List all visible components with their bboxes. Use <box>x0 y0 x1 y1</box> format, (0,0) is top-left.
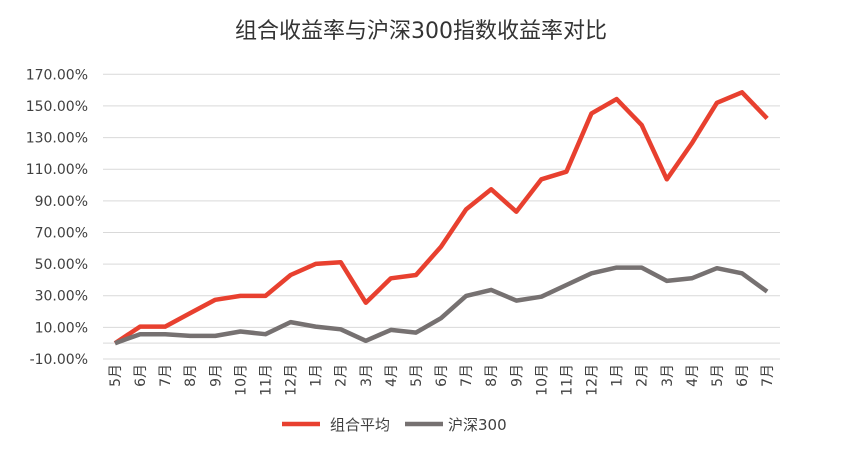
series-line-1 <box>114 265 769 346</box>
x-tick-label: 11月 <box>559 364 575 396</box>
y-tick-label: 110.00% <box>26 162 88 178</box>
y-axis: -10.00% 10.00% 30.00% 50.00% 70.00% 90.00% 110… <box>26 67 88 368</box>
x-tick-label: 4月 <box>685 364 701 387</box>
y-tick-label: 150.00% <box>26 99 88 115</box>
x-tick-label: 8月 <box>183 364 199 387</box>
x-tick-label: 12月 <box>585 364 601 396</box>
y-tick-label: 50.00% <box>35 257 88 273</box>
x-tick-label: 8月 <box>484 364 500 387</box>
x-tick-label: 5月 <box>108 364 124 387</box>
y-tick-label: 10.00% <box>35 320 88 336</box>
x-tick-label: 2月 <box>334 364 350 387</box>
x-tick-label: 7月 <box>760 364 776 387</box>
x-tick-label: 3月 <box>660 364 676 387</box>
legend-label: 组合平均 <box>330 416 390 434</box>
x-tick-label: 10月 <box>534 364 550 396</box>
x-tick-label: 5月 <box>710 364 726 387</box>
x-tick-label: 7月 <box>158 364 174 387</box>
x-tick-label: 12月 <box>284 364 300 396</box>
x-tick-label: 3月 <box>359 364 375 387</box>
legend: 组合平均 沪深300 <box>282 416 507 434</box>
x-tick-label: 6月 <box>434 364 450 387</box>
y-tick-label: 70.00% <box>35 225 88 241</box>
y-tick-label: -10.00% <box>30 352 88 368</box>
x-tick-label: 1月 <box>610 364 626 387</box>
x-tick-label: 4月 <box>384 364 400 387</box>
x-tick-label: 7月 <box>459 364 475 387</box>
x-tick-label: 9月 <box>208 364 224 387</box>
chart-title: 组合收益率与沪深300指数收益率对比 <box>235 19 607 44</box>
legend-label: 沪深300 <box>448 416 507 434</box>
x-tick-label: 2月 <box>635 364 651 387</box>
series-lines <box>113 90 769 346</box>
series-line-0 <box>113 90 769 346</box>
y-tick-label: 130.00% <box>26 131 88 147</box>
x-tick-label: 11月 <box>258 364 274 396</box>
x-tick-label: 6月 <box>735 364 751 387</box>
x-tick-label: 6月 <box>133 364 149 387</box>
x-tick-label: 5月 <box>409 364 425 387</box>
y-tick-label: 170.00% <box>26 67 88 83</box>
x-tick-label: 10月 <box>233 364 249 396</box>
x-tick-label: 1月 <box>309 364 325 387</box>
gridlines <box>103 73 780 360</box>
x-axis: 5月 6月 7月 8月 9月 10月 11月 12月 1月 2月 3月 4月 5月 6月 7月 8月 9月 10月… <box>108 364 776 396</box>
y-tick-label: 90.00% <box>35 194 88 210</box>
y-tick-label: 30.00% <box>35 289 88 305</box>
x-tick-label: 9月 <box>509 364 525 387</box>
